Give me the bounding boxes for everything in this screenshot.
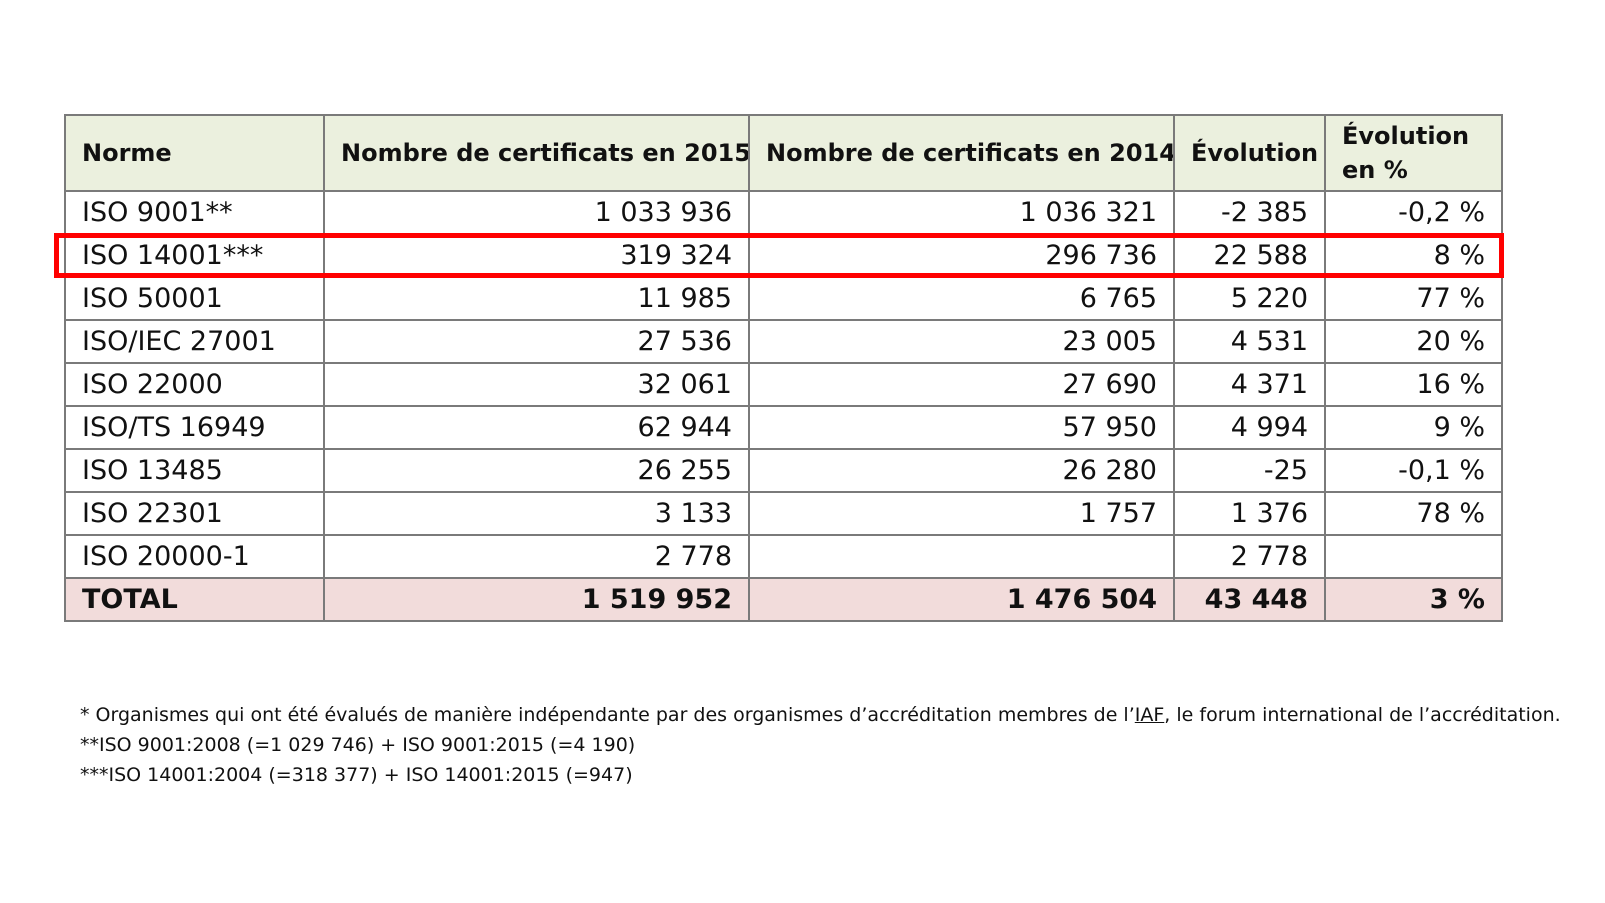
cell-evolution: 22 588: [1173, 233, 1326, 278]
cell-certificates-2014: 1 757: [748, 491, 1175, 536]
header-certificates-2015: Nombre de certificats en 2015: [323, 114, 750, 192]
table-row: ISO 20000-1 2 778 2 778: [64, 534, 1503, 579]
cell-evolution: 4 371: [1173, 362, 1326, 407]
table-row: ISO/IEC 27001 27 536 23 005 4 531 20 %: [64, 319, 1503, 364]
table-row: ISO 13485 26 255 26 280 -25 -0,1 %: [64, 448, 1503, 493]
cell-evolution-percent: [1324, 534, 1503, 579]
cell-norme: ISO 50001: [64, 276, 325, 321]
cell-evolution: 5 220: [1173, 276, 1326, 321]
header-evolution-percent: Évolution en %: [1324, 114, 1503, 192]
cell-certificates-2015: 319 324: [323, 233, 750, 278]
total-evolution: 43 448: [1173, 577, 1326, 622]
cell-certificates-2014: 26 280: [748, 448, 1175, 493]
cell-norme: ISO/TS 16949: [64, 405, 325, 450]
cell-evolution-percent: 8 %: [1324, 233, 1503, 278]
cell-certificates-2015: 11 985: [323, 276, 750, 321]
cell-evolution: 1 376: [1173, 491, 1326, 536]
header-evolution: Évolution: [1173, 114, 1326, 192]
table-row: ISO 22000 32 061 27 690 4 371 16 %: [64, 362, 1503, 407]
cell-norme: ISO/IEC 27001: [64, 319, 325, 364]
table-row: ISO/TS 16949 62 944 57 950 4 994 9 %: [64, 405, 1503, 450]
footnote-1-iaf-link[interactable]: IAF: [1134, 704, 1165, 726]
cell-evolution: 4 531: [1173, 319, 1326, 364]
cell-evolution-percent: 20 %: [1324, 319, 1503, 364]
cell-certificates-2014: 27 690: [748, 362, 1175, 407]
total-label: TOTAL: [64, 577, 325, 622]
cell-evolution-percent: -0,2 %: [1324, 190, 1503, 235]
footnotes: * Organismes qui ont été évalués de mani…: [80, 700, 1561, 790]
cell-certificates-2015: 3 133: [323, 491, 750, 536]
cell-certificates-2014: 23 005: [748, 319, 1175, 364]
cell-evolution: -2 385: [1173, 190, 1326, 235]
cell-certificates-2014: 1 036 321: [748, 190, 1175, 235]
cell-certificates-2015: 2 778: [323, 534, 750, 579]
cell-evolution: 2 778: [1173, 534, 1326, 579]
cell-norme: ISO 20000-1: [64, 534, 325, 579]
cell-certificates-2015: 1 033 936: [323, 190, 750, 235]
total-certificates-2014: 1 476 504: [748, 577, 1175, 622]
cell-certificates-2014: 6 765: [748, 276, 1175, 321]
cell-norme: ISO 22301: [64, 491, 325, 536]
cell-evolution-percent: 77 %: [1324, 276, 1503, 321]
cell-evolution-percent: 16 %: [1324, 362, 1503, 407]
cell-evolution: -25: [1173, 448, 1326, 493]
cell-certificates-2014: [748, 534, 1175, 579]
total-certificates-2015: 1 519 952: [323, 577, 750, 622]
certificates-table: Norme Nombre de certificats en 2015 Nomb…: [64, 114, 1503, 622]
cell-evolution-percent: 78 %: [1324, 491, 1503, 536]
cell-certificates-2015: 32 061: [323, 362, 750, 407]
table-row: ISO 22301 3 133 1 757 1 376 78 %: [64, 491, 1503, 536]
cell-evolution-percent: -0,1 %: [1324, 448, 1503, 493]
cell-norme: ISO 13485: [64, 448, 325, 493]
cell-norme: ISO 22000: [64, 362, 325, 407]
table-row-highlighted: ISO 14001*** 319 324 296 736 22 588 8 %: [64, 233, 1503, 278]
footnote-1-text-after: , le forum international de l’accréditat…: [1164, 704, 1561, 726]
cell-certificates-2015: 62 944: [323, 405, 750, 450]
footnote-1-text-before: * Organismes qui ont été évalués de mani…: [80, 704, 1135, 726]
footnote-1: * Organismes qui ont été évalués de mani…: [80, 700, 1561, 730]
table-header-row: Norme Nombre de certificats en 2015 Nomb…: [64, 114, 1503, 192]
cell-certificates-2014: 57 950: [748, 405, 1175, 450]
cell-certificates-2015: 27 536: [323, 319, 750, 364]
certificates-table-container: Norme Nombre de certificats en 2015 Nomb…: [64, 114, 1503, 622]
cell-certificates-2015: 26 255: [323, 448, 750, 493]
cell-certificates-2014: 296 736: [748, 233, 1175, 278]
cell-evolution: 4 994: [1173, 405, 1326, 450]
header-norme: Norme: [64, 114, 325, 192]
cell-evolution-percent: 9 %: [1324, 405, 1503, 450]
footnote-2: **ISO 9001:2008 (=1 029 746) + ISO 9001:…: [80, 734, 636, 756]
cell-norme: ISO 9001**: [64, 190, 325, 235]
header-certificates-2014: Nombre de certificats en 2014: [748, 114, 1175, 192]
total-evolution-percent: 3 %: [1324, 577, 1503, 622]
table-row: ISO 9001** 1 033 936 1 036 321 -2 385 -0…: [64, 190, 1503, 235]
footnote-3: ***ISO 14001:2004 (=318 377) + ISO 14001…: [80, 764, 633, 786]
table-row: ISO 50001 11 985 6 765 5 220 77 %: [64, 276, 1503, 321]
table-total-row: TOTAL 1 519 952 1 476 504 43 448 3 %: [64, 577, 1503, 622]
cell-norme: ISO 14001***: [64, 233, 325, 278]
